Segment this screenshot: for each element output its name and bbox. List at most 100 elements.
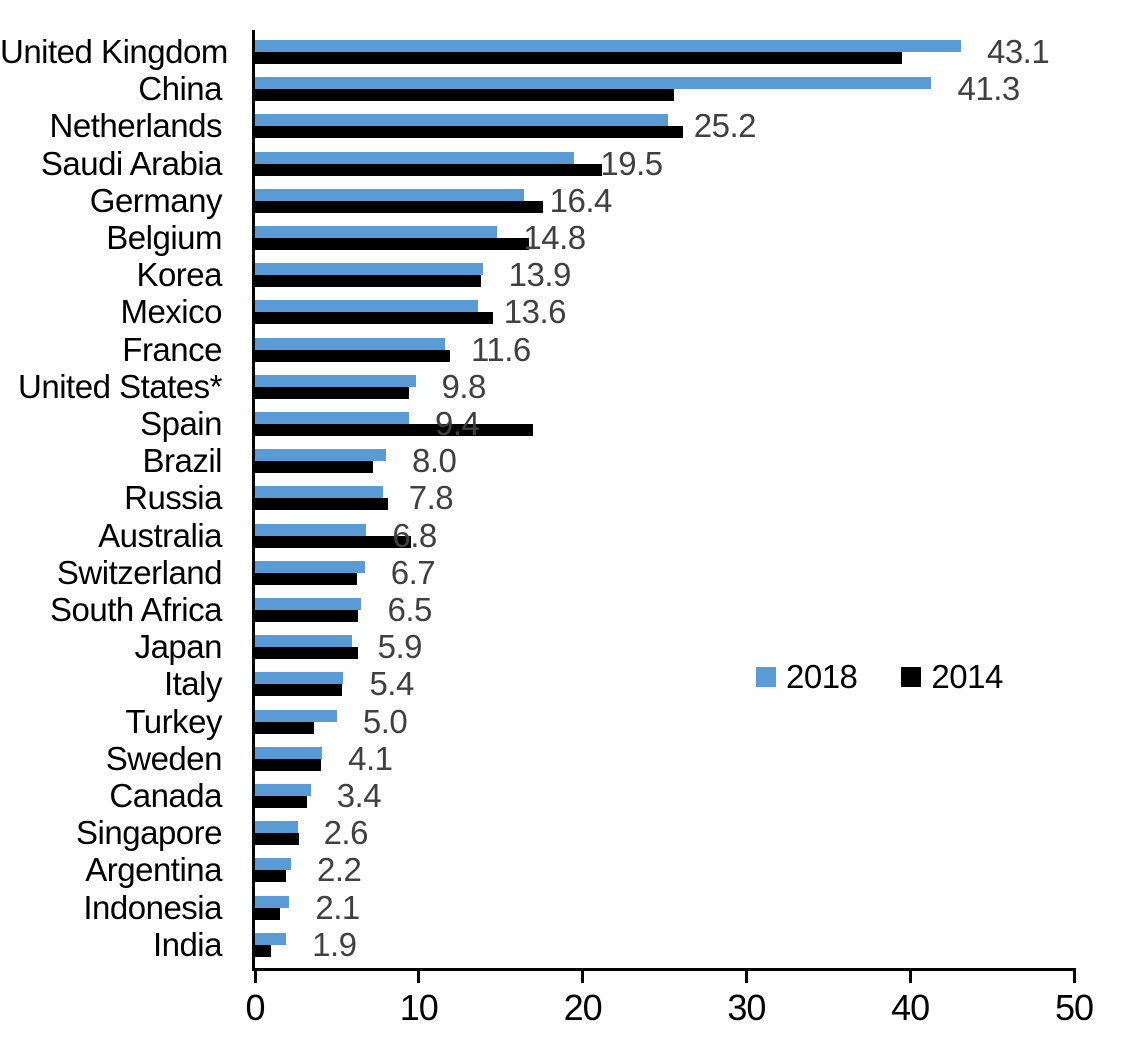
value-label: 11.6 [471, 330, 531, 368]
tick-label: 10 [399, 987, 439, 1028]
category-label: Japan [134, 628, 223, 666]
category-label: Switzerland [56, 553, 223, 591]
category-label: Brazil [142, 442, 222, 480]
value-label: 5.0 [362, 702, 408, 740]
row-united-kingdom: United Kingdom 43.1 [0, 33, 1123, 70]
value-label: 19.5 [600, 144, 663, 182]
bar-2018 [255, 821, 298, 834]
bar-2018 [255, 523, 367, 536]
x-axis-line [252, 968, 1076, 971]
category-label: Australia [98, 516, 222, 554]
bar-2018 [255, 784, 311, 796]
bar-2018 [255, 486, 383, 499]
bar-2014 [255, 200, 544, 213]
bar-2018 [255, 114, 668, 127]
tick-label: 40 [891, 987, 930, 1028]
bar-2018 [255, 263, 483, 276]
legend-label: 2014 [931, 658, 1003, 695]
tick-label: 30 [727, 987, 766, 1028]
bar-2014 [255, 796, 308, 808]
category-label: China [138, 70, 222, 108]
bar-2014 [255, 870, 287, 883]
row-germany: Germany 16.4 [0, 182, 1123, 219]
category-label: India [152, 925, 223, 963]
value-label: 41.3 [957, 70, 1020, 108]
bar-2018 [255, 635, 352, 648]
bar-2014 [255, 386, 409, 399]
row-japan: Japan 5.9 [0, 628, 1123, 665]
bar-2014 [255, 907, 280, 920]
legend-item-2018: 2018 [756, 660, 858, 693]
tick-label: 50 [1054, 987, 1094, 1028]
bar-2014 [255, 498, 388, 511]
bar-2018 [255, 300, 478, 313]
value-label: 5.4 [369, 665, 414, 703]
row-turkey: Turkey 5.0 [0, 703, 1123, 740]
category-label: United Kingdom [0, 33, 228, 70]
bar-2014 [255, 52, 902, 64]
row-indonesia: Indonesia 2.1 [0, 889, 1123, 926]
category-label: Belgium [106, 219, 222, 256]
legend-item-2014: 2014 [901, 658, 1003, 695]
legend-swatch-2014 [901, 666, 922, 687]
bar-2014 [255, 758, 321, 771]
category-label: Argentina [85, 851, 222, 889]
value-label: 3.4 [336, 777, 382, 814]
value-label: 6.5 [387, 591, 432, 628]
tick-label: 0 [245, 987, 265, 1028]
row-spain: Spain 9.4 [0, 405, 1123, 442]
category-label: Saudi Arabia [40, 144, 223, 182]
value-label: 9.4 [434, 405, 480, 442]
row-united-states: United States* 9.8 [0, 368, 1123, 405]
row-south-africa: South Africa 6.5 [0, 591, 1123, 628]
tick-mark [581, 971, 585, 983]
row-sweden: Sweden 4.1 [0, 740, 1123, 777]
value-label: 9.8 [441, 367, 487, 405]
category-label: Singapore [76, 814, 222, 852]
category-label: Germany [89, 181, 223, 219]
tick-mark [1072, 971, 1076, 983]
tick-mark [417, 971, 421, 983]
value-label: 5.9 [377, 628, 423, 666]
bar-2014 [255, 163, 603, 176]
row-france: France 11.6 [0, 331, 1123, 368]
bar-2014 [255, 721, 314, 734]
value-label: 4.1 [348, 739, 393, 777]
bar-2014 [255, 349, 450, 362]
bar-2018 [255, 560, 365, 573]
bar-2018 [255, 895, 290, 908]
bar-2014 [255, 647, 359, 660]
bar-2018 [255, 709, 337, 722]
bar-2018 [255, 151, 575, 164]
category-label: France [122, 330, 222, 368]
bar-2018 [255, 932, 287, 945]
value-label: 16.4 [549, 181, 613, 219]
bar-2014 [255, 238, 529, 250]
value-label: 13.6 [503, 293, 567, 331]
value-label: 25.2 [693, 107, 757, 145]
bar-2014 [255, 89, 675, 102]
tick-mark [744, 971, 748, 983]
value-label: 2.2 [317, 851, 362, 889]
bar-2018 [255, 412, 409, 424]
row-russia: Russia 7.8 [0, 479, 1123, 516]
y-axis-line [252, 30, 255, 971]
value-label: 14.8 [523, 219, 586, 256]
value-label: 2.6 [323, 814, 369, 852]
category-label: Mexico [120, 293, 222, 331]
row-singapore: Singapore 2.6 [0, 814, 1123, 851]
tick-label: 20 [563, 987, 603, 1028]
value-label: 13.9 [508, 256, 572, 294]
value-label: 6.7 [390, 553, 436, 591]
row-switzerland: Switzerland 6.7 [0, 554, 1123, 591]
bar-2014 [255, 944, 272, 957]
category-label: Turkey [125, 702, 222, 740]
category-label: Canada [109, 777, 222, 814]
bar-2018 [255, 858, 292, 871]
bar-2014 [255, 275, 482, 288]
row-netherlands: Netherlands 25.2 [0, 107, 1123, 144]
category-label: Korea [136, 256, 222, 294]
category-label: Netherlands [49, 107, 223, 145]
row-korea: Korea 13.9 [0, 256, 1123, 293]
